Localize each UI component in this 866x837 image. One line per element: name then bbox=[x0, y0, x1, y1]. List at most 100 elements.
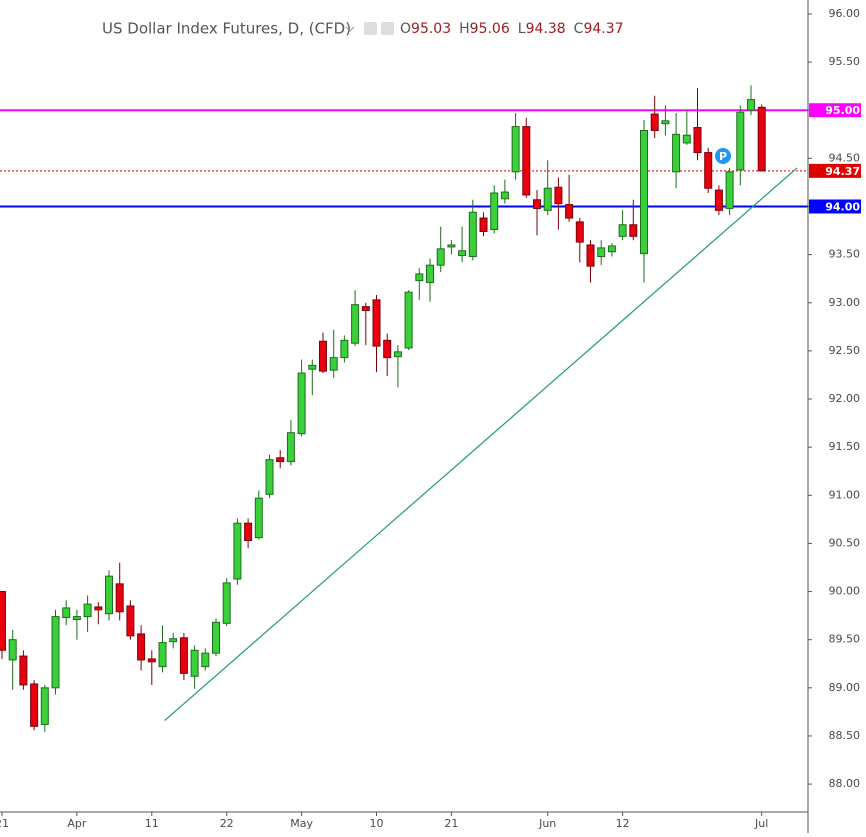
y-tick-label: 88.50 bbox=[829, 729, 861, 742]
legend-value: 95.03 bbox=[411, 21, 451, 37]
y-tick-label: 88.00 bbox=[829, 777, 861, 790]
y-tick-label: 91.00 bbox=[829, 488, 861, 501]
candle-body bbox=[704, 152, 713, 189]
candle-body bbox=[607, 245, 616, 253]
candle-body bbox=[30, 683, 39, 727]
candle-body bbox=[126, 605, 135, 637]
x-tick-label: 12 bbox=[616, 817, 630, 830]
candle-body bbox=[308, 364, 317, 370]
candle-body bbox=[533, 199, 541, 209]
candle-body bbox=[640, 129, 648, 255]
candle-body bbox=[500, 191, 509, 200]
candle-body bbox=[0, 591, 6, 651]
legend-label: H bbox=[459, 21, 470, 37]
trendline bbox=[164, 167, 798, 721]
candle-body bbox=[319, 340, 327, 372]
candle-body bbox=[757, 106, 766, 172]
candle-body bbox=[565, 204, 574, 219]
candle-body bbox=[597, 247, 606, 258]
x-tick-label: Jun bbox=[538, 817, 556, 830]
candle-body bbox=[361, 306, 370, 311]
candle-body bbox=[40, 687, 49, 725]
candle-body bbox=[468, 211, 477, 258]
x-tick-label: 21 bbox=[444, 817, 458, 830]
legend-label: O bbox=[400, 21, 411, 37]
candle-body bbox=[254, 497, 263, 539]
y-tick-label: 90.50 bbox=[829, 536, 861, 549]
y-tick-label: 92.50 bbox=[829, 344, 861, 357]
legend-value: 94.37 bbox=[583, 21, 623, 37]
y-tick-label: 94.50 bbox=[829, 151, 861, 164]
candle-body bbox=[329, 357, 338, 371]
candle-body bbox=[212, 621, 220, 654]
candle-body bbox=[372, 299, 381, 347]
candle-body bbox=[351, 304, 360, 344]
candle-body bbox=[51, 616, 60, 689]
y-tick-label: 93.00 bbox=[829, 296, 861, 309]
legend-label: L bbox=[518, 21, 526, 37]
price-label: 95.00 bbox=[825, 104, 860, 117]
x-tick-label: 22 bbox=[220, 817, 234, 830]
icon-button[interactable] bbox=[381, 22, 394, 35]
candle-body bbox=[190, 649, 199, 677]
y-tick-label: 91.50 bbox=[829, 440, 861, 453]
candle-body bbox=[736, 111, 745, 171]
price-label-box bbox=[809, 163, 861, 178]
candle-body bbox=[8, 639, 17, 661]
candle-body bbox=[404, 291, 413, 349]
x-tick-label: May bbox=[290, 817, 313, 830]
candle-body bbox=[169, 638, 178, 643]
x-tick-label: 10 bbox=[370, 817, 384, 830]
y-tick-label: 95.50 bbox=[829, 55, 861, 68]
candle-body bbox=[618, 224, 627, 237]
event-marker[interactable] bbox=[715, 148, 731, 164]
candle-body bbox=[72, 616, 81, 620]
y-tick-label: 96.00 bbox=[829, 7, 861, 20]
candle-body bbox=[201, 652, 210, 668]
candle-body bbox=[586, 244, 595, 267]
y-tick-label: 90.00 bbox=[829, 585, 861, 598]
candle-body bbox=[340, 339, 349, 359]
candle-body bbox=[511, 126, 520, 173]
candle-body bbox=[543, 187, 552, 211]
candle-body bbox=[415, 273, 424, 282]
candle-body bbox=[297, 372, 306, 435]
candle-body bbox=[436, 248, 445, 266]
candle-body bbox=[265, 459, 274, 495]
legend-value: 95.06 bbox=[470, 21, 510, 37]
candle-body bbox=[747, 99, 755, 111]
y-tick-label: 89.50 bbox=[829, 633, 861, 646]
price-label-box bbox=[809, 199, 861, 214]
candle-body bbox=[661, 120, 670, 125]
candle-body bbox=[479, 217, 488, 233]
candle-body bbox=[115, 583, 124, 613]
candle-body bbox=[650, 113, 659, 131]
candle-body bbox=[276, 457, 285, 463]
legend-label: C bbox=[574, 21, 584, 37]
dropdown-icon[interactable] bbox=[345, 26, 355, 32]
y-tick-label: 92.00 bbox=[829, 392, 861, 405]
candle-body bbox=[105, 575, 113, 615]
candle-body bbox=[83, 603, 92, 618]
price-label-box bbox=[809, 103, 861, 118]
candle-body bbox=[19, 655, 28, 686]
ohlc-legend: O95.03 H95.06 L94.38 C94.37 bbox=[400, 21, 624, 37]
candle-body bbox=[575, 221, 584, 243]
x-tick-label: Jul bbox=[754, 817, 768, 830]
candle-body bbox=[426, 264, 434, 284]
chart-title: US Dollar Index Futures, D, (CFD) bbox=[102, 20, 351, 38]
legend-value: 94.38 bbox=[526, 21, 566, 37]
candle-body bbox=[629, 224, 638, 237]
candle-body bbox=[447, 244, 456, 248]
price-label: 94.37 bbox=[825, 165, 860, 178]
candle-body bbox=[714, 189, 723, 211]
candle-body bbox=[490, 192, 499, 231]
candle-body bbox=[222, 582, 231, 624]
event-marker-icon: P bbox=[719, 150, 727, 163]
candle-body bbox=[137, 633, 146, 661]
icon-button[interactable] bbox=[364, 22, 377, 35]
y-tick-label: 93.50 bbox=[829, 248, 861, 261]
candle-body bbox=[725, 171, 734, 209]
